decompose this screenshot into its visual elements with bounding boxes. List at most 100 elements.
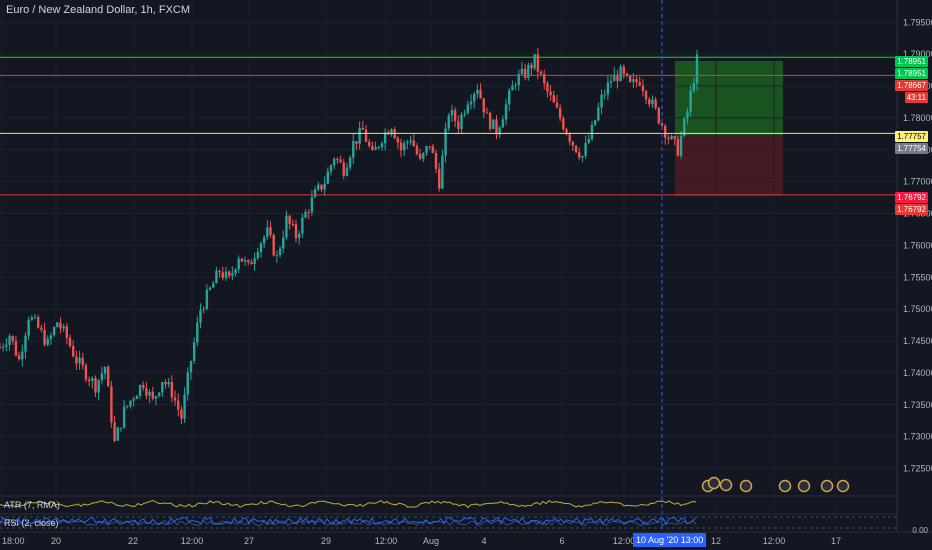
candle-body[interactable] bbox=[132, 398, 135, 401]
candle-body[interactable] bbox=[247, 260, 250, 263]
candle-body[interactable] bbox=[68, 337, 72, 346]
event-icon[interactable] bbox=[820, 479, 834, 493]
candle-body[interactable] bbox=[492, 119, 495, 129]
candle-body[interactable] bbox=[208, 287, 212, 290]
candle-body[interactable] bbox=[81, 357, 84, 366]
candle-body[interactable] bbox=[116, 427, 119, 441]
candle-body[interactable] bbox=[406, 141, 409, 144]
candle-body[interactable] bbox=[202, 309, 205, 311]
candle-body[interactable] bbox=[619, 66, 622, 82]
candle-body[interactable] bbox=[654, 99, 657, 108]
candle-body[interactable] bbox=[638, 82, 641, 86]
candle-body[interactable] bbox=[533, 54, 536, 69]
candle-body[interactable] bbox=[317, 184, 320, 190]
candle-body[interactable] bbox=[380, 143, 384, 147]
candle-body[interactable] bbox=[555, 102, 559, 108]
candle-body[interactable] bbox=[390, 129, 393, 135]
candle-body[interactable] bbox=[539, 71, 543, 74]
candle-body[interactable] bbox=[297, 233, 301, 239]
candle-body[interactable] bbox=[84, 365, 88, 380]
candle-body[interactable] bbox=[17, 355, 21, 360]
candle-body[interactable] bbox=[180, 409, 183, 419]
candle-body[interactable] bbox=[307, 211, 310, 213]
candle-body[interactable] bbox=[352, 141, 355, 158]
candle-body[interactable] bbox=[212, 283, 215, 288]
candle-body[interactable] bbox=[199, 309, 202, 323]
candle-body[interactable] bbox=[14, 340, 18, 356]
candle-body[interactable] bbox=[412, 140, 415, 147]
candle-body[interactable] bbox=[530, 64, 533, 69]
candle-body[interactable] bbox=[667, 137, 670, 140]
candle-body[interactable] bbox=[129, 400, 132, 406]
candle-body[interactable] bbox=[177, 400, 180, 410]
candle-body[interactable] bbox=[692, 83, 696, 91]
candle-body[interactable] bbox=[269, 227, 272, 235]
candle-body[interactable] bbox=[94, 378, 97, 393]
candle-body[interactable] bbox=[49, 335, 53, 339]
candle-body[interactable] bbox=[5, 344, 8, 347]
candle-body[interactable] bbox=[313, 189, 317, 198]
candle-body[interactable] bbox=[578, 152, 581, 158]
candle-body[interactable] bbox=[183, 394, 186, 419]
candle-body[interactable] bbox=[568, 134, 571, 142]
candle-body[interactable] bbox=[635, 79, 638, 83]
candle-body[interactable] bbox=[683, 118, 686, 136]
rsi-line[interactable] bbox=[0, 516, 697, 526]
candle-body[interactable] bbox=[663, 125, 667, 138]
candle-body[interactable] bbox=[33, 317, 37, 319]
candle-body[interactable] bbox=[613, 74, 616, 82]
candle-body[interactable] bbox=[272, 234, 275, 256]
candle-body[interactable] bbox=[438, 168, 441, 189]
candle-body[interactable] bbox=[364, 129, 368, 142]
candle-body[interactable] bbox=[514, 84, 517, 86]
candle-body[interactable] bbox=[609, 81, 613, 83]
candle-body[interactable] bbox=[673, 136, 676, 139]
candle-body[interactable] bbox=[485, 112, 489, 114]
candle-body[interactable] bbox=[288, 215, 291, 225]
candle-body[interactable] bbox=[584, 142, 587, 157]
candle-body[interactable] bbox=[571, 141, 575, 146]
candle-body[interactable] bbox=[227, 271, 231, 276]
candle-body[interactable] bbox=[466, 104, 470, 114]
symbol-title[interactable]: Euro / New Zealand Dollar, 1h, FXCM bbox=[6, 4, 191, 16]
candle-body[interactable] bbox=[75, 356, 78, 364]
candle-body[interactable] bbox=[552, 95, 555, 103]
candle-body[interactable] bbox=[8, 335, 11, 345]
candle-body[interactable] bbox=[259, 243, 263, 253]
candle-body[interactable] bbox=[256, 252, 259, 259]
candle-body[interactable] bbox=[339, 159, 342, 163]
horizontal-levels[interactable] bbox=[0, 56, 897, 196]
atr-label[interactable]: ATR (7, RMA) bbox=[4, 500, 60, 510]
candle-body[interactable] bbox=[616, 74, 619, 82]
candle-body[interactable] bbox=[336, 158, 339, 160]
candle-body[interactable] bbox=[501, 119, 505, 128]
candle-body[interactable] bbox=[145, 387, 148, 396]
candle-body[interactable] bbox=[231, 273, 234, 276]
candle-body[interactable] bbox=[453, 110, 457, 122]
candle-body[interactable] bbox=[676, 138, 680, 156]
candle-body[interactable] bbox=[161, 382, 164, 393]
candle-body[interactable] bbox=[441, 155, 444, 189]
event-icon[interactable] bbox=[836, 479, 850, 493]
candle-body[interactable] bbox=[606, 82, 610, 95]
event-icon[interactable] bbox=[719, 478, 733, 492]
candle-body[interactable] bbox=[549, 91, 552, 96]
candle-body[interactable] bbox=[422, 152, 425, 159]
rsi-label[interactable]: RSI (2, close) bbox=[4, 518, 59, 528]
candle-body[interactable] bbox=[358, 127, 361, 144]
candle-body[interactable] bbox=[367, 141, 371, 146]
candle-body[interactable] bbox=[282, 237, 285, 249]
candle-body[interactable] bbox=[520, 68, 524, 74]
candle-body[interactable] bbox=[65, 326, 69, 338]
candle-body[interactable] bbox=[135, 396, 139, 399]
candle-body[interactable] bbox=[600, 94, 603, 108]
candle-body[interactable] bbox=[30, 317, 34, 320]
candle-body[interactable] bbox=[167, 382, 170, 385]
candle-body[interactable] bbox=[361, 127, 365, 130]
candle-body[interactable] bbox=[562, 118, 565, 130]
candle-body[interactable] bbox=[46, 338, 49, 345]
candle-body[interactable] bbox=[142, 384, 145, 388]
candle-body[interactable] bbox=[377, 146, 380, 148]
candle-body[interactable] bbox=[291, 224, 295, 226]
